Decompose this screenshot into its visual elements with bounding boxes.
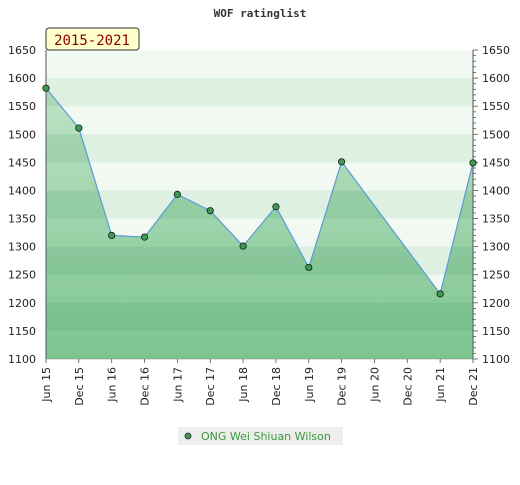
series-line bbox=[45, 87, 474, 296]
x-tick-label: Jun 21 bbox=[434, 367, 447, 403]
y-tick-label-right: 1150 bbox=[482, 325, 510, 338]
plot-band bbox=[46, 162, 473, 191]
data-point bbox=[140, 233, 149, 241]
area-stripe bbox=[46, 302, 473, 331]
y-tick-label-right: 1550 bbox=[482, 100, 510, 113]
y-tick-label-right: 1250 bbox=[482, 269, 510, 282]
y-tick-label-left: 1300 bbox=[8, 241, 36, 254]
plot-band bbox=[46, 106, 473, 135]
legend-label: ONG Wei Shiuan Wilson bbox=[201, 430, 331, 443]
y-tick-label-left: 1150 bbox=[8, 325, 36, 338]
x-tick-label: Jun 15 bbox=[40, 367, 53, 403]
x-tick-label: Jun 18 bbox=[237, 367, 250, 403]
marker-layer bbox=[42, 84, 477, 298]
y-tick-label-left: 1400 bbox=[8, 184, 36, 197]
plot-band bbox=[46, 134, 473, 163]
data-point bbox=[469, 159, 477, 167]
data-point bbox=[239, 242, 247, 250]
x-tick-label: Jun 20 bbox=[368, 367, 381, 403]
x-tick-label: Dec 16 bbox=[139, 367, 152, 406]
legend-box bbox=[178, 427, 343, 445]
plot-band bbox=[46, 50, 473, 79]
y-tick-label-right: 1200 bbox=[482, 297, 510, 310]
y-tick-label-right: 1100 bbox=[482, 353, 510, 366]
x-tick-label: Dec 21 bbox=[467, 367, 480, 406]
data-point bbox=[305, 263, 313, 272]
x-tick-label: Dec 17 bbox=[204, 367, 217, 406]
x-tick-label: Dec 15 bbox=[73, 367, 86, 406]
plot-band bbox=[46, 78, 473, 107]
data-point bbox=[108, 231, 116, 239]
x-tick-label: Dec 20 bbox=[401, 367, 414, 406]
line-layer bbox=[45, 87, 474, 296]
x-tick-label: Dec 18 bbox=[270, 367, 283, 406]
y-tick-label-left: 1550 bbox=[8, 100, 36, 113]
y-axis-labels-left: 1100 1150 1200 1250 1300 1350 1400 1450 1500 1550… bbox=[8, 44, 36, 366]
x-tick-label: Jun 19 bbox=[303, 367, 316, 403]
chart-title: WOF ratinglist bbox=[214, 7, 307, 20]
y-tick-label-left: 1650 bbox=[8, 44, 36, 57]
data-point bbox=[75, 124, 83, 132]
period-badge-text: 2015-2021 bbox=[54, 33, 130, 49]
area-stripe bbox=[46, 246, 473, 275]
plot-band bbox=[46, 190, 473, 219]
legend-marker bbox=[184, 432, 192, 440]
y-tick-label-left: 1100 bbox=[8, 353, 36, 366]
y-axis-labels-right: 1100 1150 1200 1250 1300 1350 1400 1450 1500 1550… bbox=[482, 44, 510, 366]
y-tick-label-right: 1600 bbox=[482, 72, 510, 85]
data-point bbox=[436, 290, 444, 298]
x-tick-label: Jun 16 bbox=[106, 367, 119, 403]
period-badge: 2015-2021 bbox=[45, 27, 140, 51]
y-tick-label-right: 1400 bbox=[482, 184, 510, 197]
y-tick-label-right: 1450 bbox=[482, 156, 510, 169]
y-tick-label-left: 1350 bbox=[8, 213, 36, 226]
y-tick-label-left: 1500 bbox=[8, 128, 36, 141]
y-tick-label-right: 1300 bbox=[482, 241, 510, 254]
axes-layer bbox=[45, 49, 478, 363]
data-point bbox=[42, 84, 50, 92]
data-point bbox=[173, 190, 181, 198]
y-tick-label-right: 1500 bbox=[482, 128, 510, 141]
y-tick-label-left: 1250 bbox=[8, 269, 36, 282]
y-tick-label-right: 1650 bbox=[482, 44, 510, 57]
x-axis-labels: Jun 15 Dec 15 Jun 16 Dec 16 Jun 17 Dec 17 Jun … bbox=[40, 367, 480, 406]
y-tick-label-left: 1600 bbox=[8, 72, 36, 85]
x-tick-label: Dec 19 bbox=[336, 367, 349, 406]
y-tick-label-left: 1450 bbox=[8, 156, 36, 169]
data-point bbox=[272, 203, 280, 211]
period-badge-box bbox=[45, 27, 140, 51]
legend: ONG Wei Shiuan Wilson bbox=[178, 427, 343, 445]
data-point bbox=[206, 207, 214, 215]
data-point bbox=[338, 158, 346, 166]
y-tick-label-left: 1200 bbox=[8, 297, 36, 310]
series-area bbox=[46, 88, 473, 359]
x-tick-label: Jun 17 bbox=[171, 367, 184, 403]
y-tick-label-right: 1350 bbox=[482, 213, 510, 226]
